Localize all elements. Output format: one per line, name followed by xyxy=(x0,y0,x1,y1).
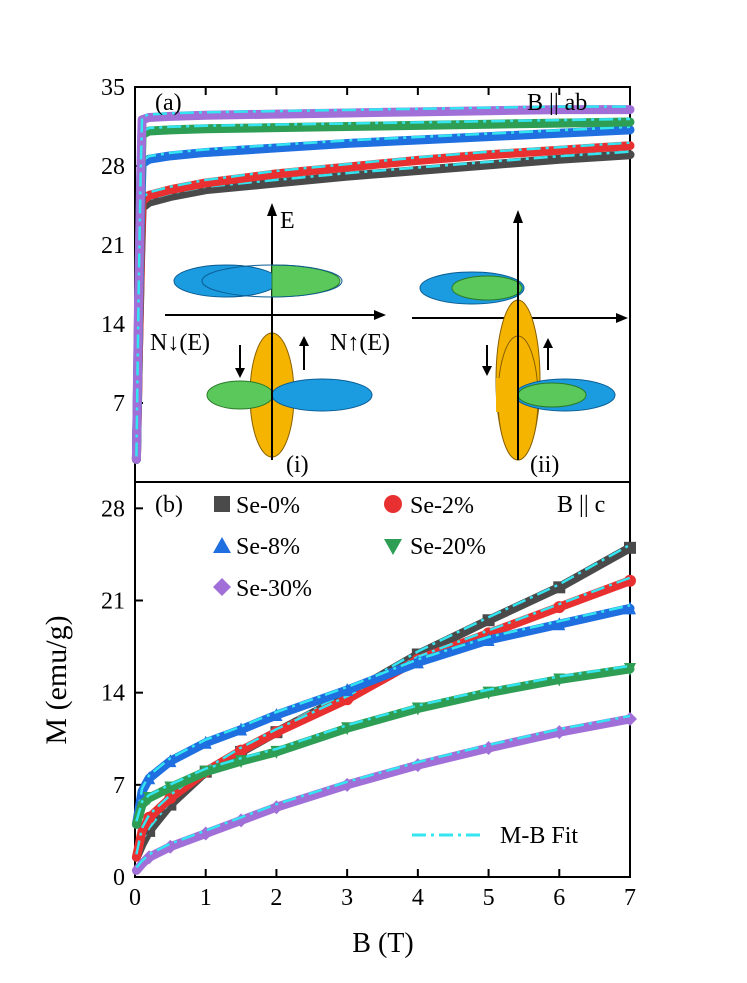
legend-label-se20: Se-20% xyxy=(410,534,486,560)
legend-label-se2: Se-2% xyxy=(410,493,474,519)
panel-a-label: (a) xyxy=(155,90,182,116)
data-point-Se-8%-7 xyxy=(341,683,354,697)
data-point-Se-20%-3 xyxy=(164,781,177,795)
data-point-Se-20%-2 xyxy=(143,792,156,805)
y-tick-label-0-14: 14 xyxy=(101,312,125,338)
panel-b-label: (b) xyxy=(155,492,183,518)
data-point-Se-30%-7 xyxy=(340,777,355,792)
y-tick-label-0-28: 28 xyxy=(101,154,125,180)
x-tick-label-1: 1 xyxy=(200,885,212,911)
inset-ii-x-arrow-icon xyxy=(616,313,628,323)
inset-i-upper-blue xyxy=(173,264,279,298)
legend-marker-se8 xyxy=(213,537,231,553)
data-point-Se-30%-6 xyxy=(269,800,284,815)
legend-label-se30: Se-30% xyxy=(236,576,312,602)
data-point-Se-8%-10 xyxy=(553,617,566,631)
fit-line-1-Se-8% xyxy=(135,604,631,822)
x-tick-label-0: 0 xyxy=(129,885,141,911)
series-b xyxy=(131,541,637,875)
inset-case-i-label: (i) xyxy=(286,452,309,478)
inset-i-up-arrowhead-icon xyxy=(299,336,309,346)
data-point-Se-2%-5 xyxy=(235,744,248,757)
y-tick-label-1-21: 21 xyxy=(101,589,125,615)
series-line-1-Se-0% xyxy=(131,543,635,862)
inset-i-x-arrow-icon xyxy=(374,310,386,320)
fit-line-0-Se-2% xyxy=(135,141,631,457)
inset-i-lower-blue xyxy=(271,378,373,412)
panel-a-title: B || ab xyxy=(527,90,587,116)
x-tick-label-2: 2 xyxy=(270,885,282,911)
fit-line-1-Se-2% xyxy=(135,576,631,855)
inset-ii-down-arrowhead-icon xyxy=(482,366,492,376)
inset-i-lower-green xyxy=(206,380,274,410)
inset-i-y-arrow-icon xyxy=(267,203,277,216)
y-tick-label-1-14: 14 xyxy=(101,681,125,707)
inset-ii-up-arrowhead-icon xyxy=(543,338,553,348)
data-point-Se-8%-8 xyxy=(411,655,424,669)
axes-b: 0 7 14 21 28 0 1 2 3 4 5 6 7 xyxy=(101,496,636,911)
inset-ii-orange-cover xyxy=(496,378,518,412)
x-tick-label-5: 5 xyxy=(483,885,495,911)
data-point-Se-2%-6 xyxy=(270,726,283,739)
series-a xyxy=(131,105,635,464)
x-axis-title: B (T) xyxy=(352,928,413,959)
data-point-Se-20%-5 xyxy=(235,755,248,769)
fit-line-1-Se-20% xyxy=(135,664,631,822)
inset-n-up-label: N↑(E) xyxy=(330,330,390,356)
inset-ii-y-arrow-icon xyxy=(513,210,523,223)
y-tick-label-0-21: 21 xyxy=(101,233,125,259)
data-point-Se-30%-3 xyxy=(163,839,178,854)
y-axis-title: M (emu/g) xyxy=(40,615,73,744)
data-point-Se-2%-7 xyxy=(341,693,354,706)
data-point-Se-2%-11 xyxy=(624,574,636,587)
inset-energy-label: E xyxy=(280,208,295,234)
legend: Se-0% Se-2% Se-8% Se-20% Se-30% M-B Fit xyxy=(213,493,578,849)
data-point-Se-8%-9 xyxy=(482,633,495,646)
legend-marker-se30 xyxy=(213,578,231,596)
data-point-Se-2%-10 xyxy=(553,601,566,614)
legend-marker-se2 xyxy=(384,495,402,513)
x-tick-label-6: 6 xyxy=(553,885,565,911)
inset-n-down-label: N↓(E) xyxy=(150,330,210,356)
data-point-Se-8%-4 xyxy=(199,735,212,749)
data-point-Se-0%-9 xyxy=(482,614,495,627)
data-point-Se-0%-11 xyxy=(624,541,636,554)
x-tick-label-4: 4 xyxy=(412,885,424,911)
legend-label-se0: Se-0% xyxy=(236,493,300,519)
data-point-Se-8%-6 xyxy=(270,708,283,722)
y-tick-label-0-35: 35 xyxy=(101,75,125,101)
y-tick-label-1-28: 28 xyxy=(101,496,125,522)
legend-marker-se0 xyxy=(214,496,230,512)
data-point-Se-0%-10 xyxy=(553,581,566,594)
inset-ii-lower-green xyxy=(517,382,587,408)
fit-line-1-Se-30% xyxy=(135,714,631,869)
series-line-0-Se-0% xyxy=(131,150,635,464)
inset-i-upper-green xyxy=(271,264,341,298)
y-tick-label-1-7: 7 xyxy=(113,773,125,799)
legend-fit-label: M-B Fit xyxy=(500,823,578,849)
inset-ii-upper-green xyxy=(451,275,523,301)
inset-case-ii-label: (ii) xyxy=(530,452,559,478)
legend-label-se8: Se-8% xyxy=(236,534,300,560)
x-tick-label-3: 3 xyxy=(341,885,353,911)
panel-b-title: B || c xyxy=(557,492,605,518)
data-point-Se-8%-3 xyxy=(164,754,177,768)
dos-inset: E N↓(E) N↑(E) (i) (ii) xyxy=(150,203,628,478)
x-tick-label-7: 7 xyxy=(624,885,636,911)
y-tick-label-0-7: 7 xyxy=(113,391,125,417)
inset-i-upper-outline xyxy=(201,264,343,298)
legend-marker-se20 xyxy=(384,539,402,555)
data-point-Se-8%-5 xyxy=(235,722,248,736)
inset-i-down-arrowhead-icon xyxy=(235,368,245,378)
data-point-Se-8%-11 xyxy=(624,601,636,615)
y-tick-label-1-0: 0 xyxy=(113,865,125,891)
panel-b-frame xyxy=(134,481,631,878)
fit-line-0-Se-30% xyxy=(135,105,630,457)
data-point-Se-2%-3 xyxy=(164,792,177,804)
